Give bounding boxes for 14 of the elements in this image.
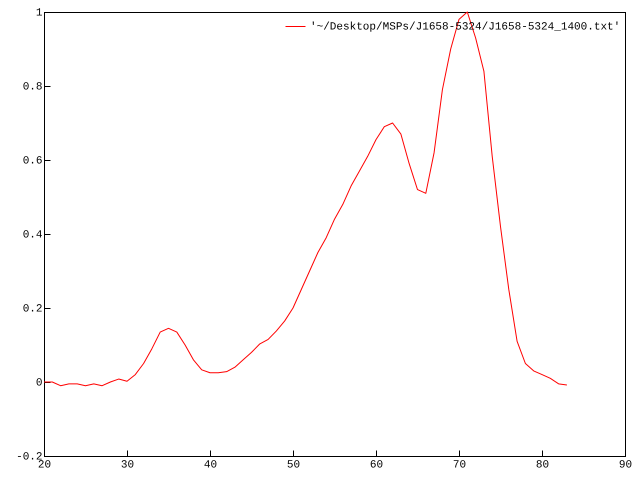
x-tick-label: 60 [370,460,384,472]
x-tick-label: 30 [120,460,134,472]
y-tick-label: 0 [36,378,42,390]
x-tick-label: 40 [204,460,218,472]
y-tick-label: 1 [36,8,43,20]
x-tick-label: 70 [452,460,466,472]
y-tick-label: 0.8 [22,82,42,94]
y-tick-label: 0.6 [22,156,42,168]
y-tick-label: 0.2 [22,304,42,316]
x-tick-label: 80 [536,460,550,472]
x-tick-label: 90 [618,460,632,472]
x-tick-label: 50 [286,460,300,472]
y-tick-label: 0.4 [22,230,43,242]
x-tick-label: 20 [38,460,52,472]
